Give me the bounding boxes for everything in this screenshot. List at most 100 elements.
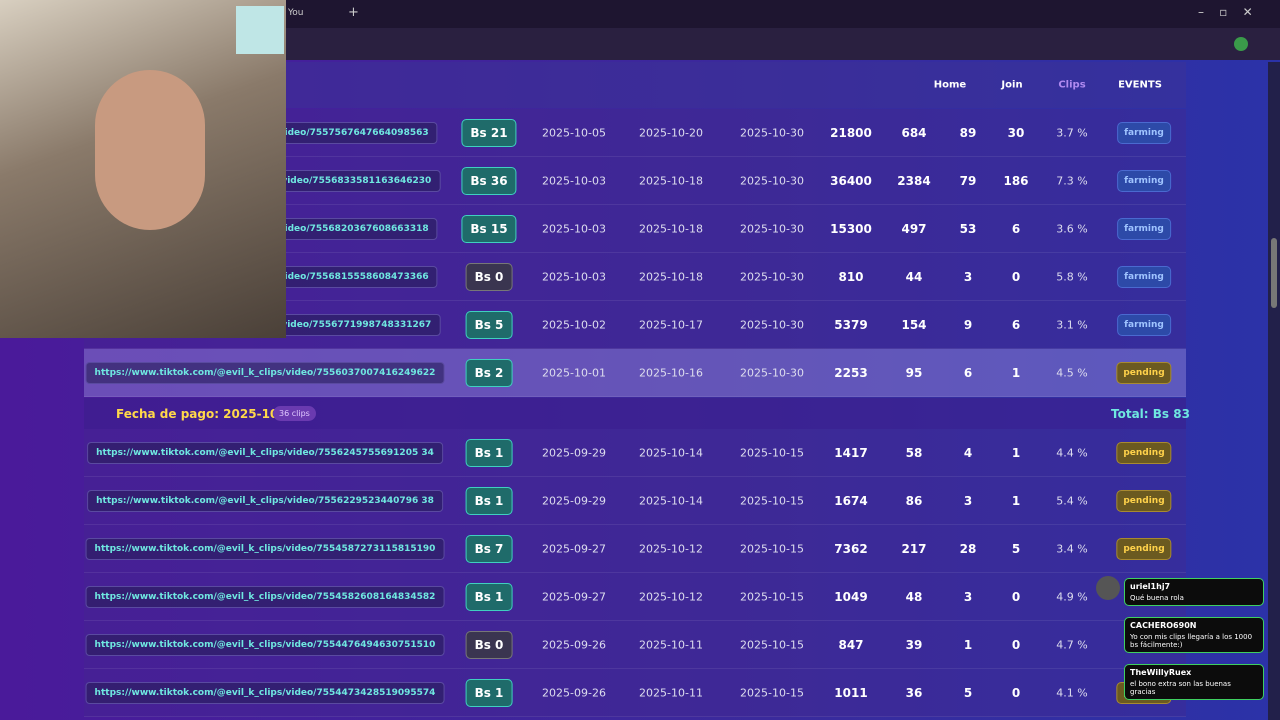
scrollbar — [1268, 62, 1280, 720]
cell-text: 21800 — [830, 126, 872, 140]
cell-text: 7362 — [834, 542, 868, 556]
cell-text: 2025-10-03 — [542, 222, 606, 236]
cell-text: 86 — [905, 494, 923, 508]
cell-text: 36 — [905, 686, 923, 700]
cell-text: 2025-10-11 — [639, 638, 703, 652]
status-badge: farming — [1117, 314, 1171, 336]
clip-link[interactable]: s/video/7556833581163646230 — [263, 170, 441, 192]
clip-link[interactable]: https://www.tiktok.com/@evil_k_clips/vid… — [85, 362, 445, 384]
cell-text: 2025-10-14 — [639, 494, 703, 508]
cell-text: 1049 — [834, 590, 868, 604]
amount-badge: Bs 1 — [465, 679, 513, 707]
cell-text: 186 — [1003, 174, 1029, 188]
chat-text: el bono extra son las buenas gracias — [1130, 680, 1231, 696]
cell-text: 2025-09-26 — [542, 686, 606, 700]
clip-link[interactable]: /video/7556815558608473366 — [266, 266, 438, 288]
cell-text: 3.7 % — [1056, 126, 1088, 140]
cell-text: 3.4 % — [1056, 542, 1088, 556]
cell-text: 2025-10-12 — [639, 590, 703, 604]
clip-link[interactable]: https://www.tiktok.com/@evil_k_clips/vid… — [85, 634, 445, 656]
avatar — [236, 6, 284, 54]
cell-text: 2025-09-27 — [542, 542, 606, 556]
status-badge: pending — [1116, 362, 1172, 384]
group-count: 36 clips — [273, 406, 316, 421]
scroll-thumb[interactable] — [1271, 238, 1277, 308]
clip-link[interactable]: s/video/7556771998748331267 — [263, 314, 441, 336]
cell-text: 3.6 % — [1056, 222, 1088, 236]
cell-text: 2025-10-14 — [639, 446, 703, 460]
cell-text: 2025-10-18 — [639, 174, 703, 188]
chat-message: uriel1hj7 Qué buena rola — [1124, 578, 1264, 606]
cell-text: 5 — [963, 686, 973, 700]
amount-badge: Bs 0 — [465, 263, 513, 291]
cell-text: 95 — [905, 366, 923, 380]
cell-text: 5.4 % — [1056, 494, 1088, 508]
cell-text: 2253 — [834, 366, 868, 380]
cell-text: 2025-10-16 — [639, 366, 703, 380]
cell-text: 2025-10-15 — [740, 494, 804, 508]
chat-text: Yo con mis clips llegaría a los 1000 bs … — [1130, 633, 1253, 649]
cell-text: 2025-10-15 — [740, 686, 804, 700]
chat-message: CACHERO690N Yo con mis clips llegaría a l… — [1124, 617, 1264, 653]
amount-badge: Bs 36 — [461, 167, 517, 195]
clip-link[interactable]: https://www.tiktok.com/@evil_k_clips/vid… — [85, 682, 445, 704]
cell-text: 4 — [963, 446, 973, 460]
webcam-overlay — [0, 0, 286, 338]
amount-badge: Bs 2 — [465, 359, 513, 387]
profile-icon[interactable] — [1234, 37, 1248, 51]
cell-text: 2025-09-29 — [542, 446, 606, 460]
cell-text: 2025-09-26 — [542, 638, 606, 652]
cell-text: 2025-10-01 — [542, 366, 606, 380]
cell-text: 847 — [838, 638, 864, 652]
cell-text: 4.4 % — [1056, 446, 1088, 460]
cell-text: 4.1 % — [1056, 686, 1088, 700]
clip-link[interactable]: https://www.tiktok.com/@evil_k_clips/vid… — [85, 586, 445, 608]
status-badge: pending — [1116, 490, 1172, 512]
chat-user: CACHERO690N — [1130, 621, 1197, 630]
cell-text: 6 — [1011, 318, 1021, 332]
new-tab[interactable]: + — [348, 5, 359, 20]
cell-text: 6 — [1011, 222, 1021, 236]
cell-text: 2025-10-05 — [542, 126, 606, 140]
chat-user: uriel1hj7 — [1130, 582, 1171, 591]
cell-text: 1 — [963, 638, 973, 652]
cell-text: 1417 — [834, 446, 868, 460]
cell-text: 3 — [963, 270, 973, 284]
cell-text: 154 — [901, 318, 927, 332]
cell-text: 5 — [1011, 542, 1021, 556]
cell-text: 2025-10-18 — [639, 222, 703, 236]
cell-text: 1011 — [834, 686, 868, 700]
cell-text: 5.8 % — [1056, 270, 1088, 284]
cell-text: 0 — [1011, 590, 1021, 604]
cell-text: 2025-10-20 — [639, 126, 703, 140]
clip-link[interactable]: https://www.tiktok.com/@evil_k_clips/vid… — [87, 490, 443, 512]
amount-badge: Bs 1 — [465, 487, 513, 515]
cell-text: 2025-10-30 — [740, 222, 804, 236]
cell-text: 2025-10-12 — [639, 542, 703, 556]
nav-link[interactable]: Join — [1001, 79, 1023, 91]
cell-text: 1 — [1011, 446, 1021, 460]
cell-text: 2025-10-30 — [740, 126, 804, 140]
cell-text: 2025-10-15 — [740, 590, 804, 604]
group-header — [84, 398, 1186, 429]
window-controls[interactable]: – ▫ ✕ — [1198, 5, 1253, 19]
nav-link[interactable]: Home — [933, 79, 967, 91]
cell-text: 2025-09-27 — [542, 590, 606, 604]
chat-message: TheWillyRuex el bono extra son las buenas… — [1124, 664, 1264, 700]
clip-link[interactable]: https://www.tiktok.com/@evil_k_clips/vid… — [87, 442, 443, 464]
amount-badge: Bs 7 — [465, 535, 513, 563]
cell-text: 2025-10-03 — [542, 174, 606, 188]
nav-link[interactable]: EVENTS — [1118, 79, 1162, 91]
chat-user: TheWillyRuex — [1130, 668, 1192, 677]
tab-title[interactable]: You — [288, 8, 304, 18]
cell-text: 2384 — [897, 174, 931, 188]
cell-text: 0 — [1011, 638, 1021, 652]
clip-link[interactable]: https://www.tiktok.com/@evil_k_clips/vid… — [85, 538, 445, 560]
nav-link[interactable]: Clips — [1058, 79, 1086, 91]
clip-link[interactable]: /video/7556820367608663318 — [266, 218, 438, 240]
clip-link[interactable]: /video/7557567647664098563 — [266, 122, 438, 144]
cell-text: 28 — [959, 542, 977, 556]
cell-text: 2025-10-30 — [740, 318, 804, 332]
group-title: Fecha de pago: 2025-10-15 — [116, 407, 300, 421]
